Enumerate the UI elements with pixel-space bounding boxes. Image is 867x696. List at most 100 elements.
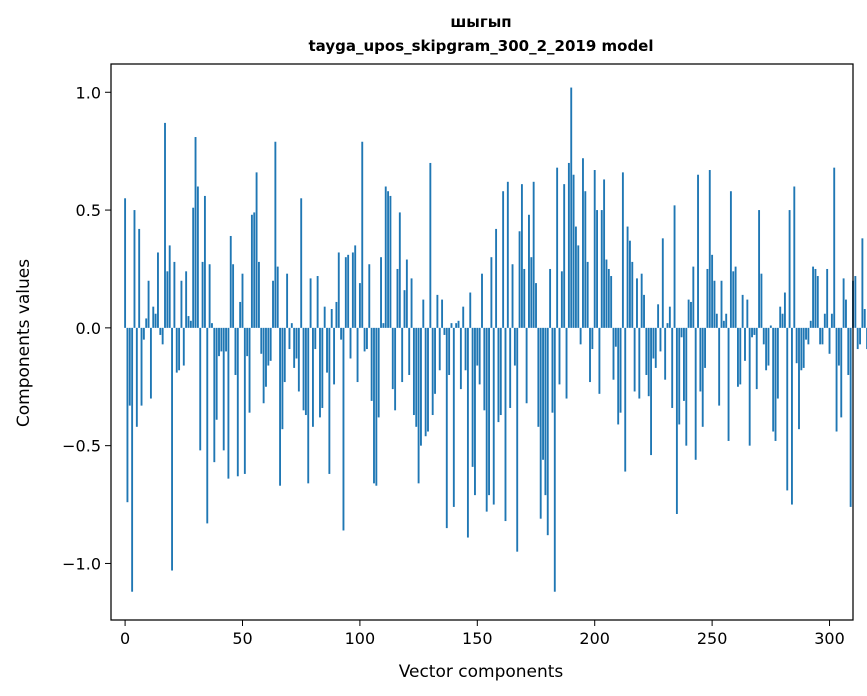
bar-295 [816, 276, 819, 328]
bar-178 [542, 327, 544, 460]
bar-153 [483, 327, 486, 411]
bar-266 [748, 327, 751, 446]
bar-209 [614, 327, 617, 347]
bar-224 [650, 327, 652, 456]
bar-136 [443, 327, 446, 335]
bar-66 [279, 327, 281, 486]
bar-63 [272, 280, 274, 328]
bar-10 [147, 280, 150, 328]
bar-313 [859, 327, 861, 345]
bar-175 [535, 283, 537, 328]
bar-130 [429, 162, 432, 328]
bar-64 [274, 141, 277, 328]
bar-189 [567, 162, 570, 328]
bar-303 [835, 327, 838, 432]
bar-15 [159, 327, 162, 335]
bar-72 [293, 327, 296, 368]
bar-182 [551, 327, 554, 413]
bar-150 [476, 327, 479, 366]
bar-161 [502, 191, 505, 328]
bar-203 [600, 210, 603, 328]
bar-134 [438, 327, 441, 371]
bar-41 [220, 327, 223, 352]
bar-107 [375, 327, 378, 486]
bar-14 [157, 252, 159, 328]
bar-104 [368, 264, 371, 328]
bar-301 [830, 313, 833, 328]
bar-286 [795, 327, 798, 364]
bar-29 [192, 207, 195, 328]
bar-257 [727, 327, 730, 441]
bar-162 [504, 327, 507, 522]
y-tick-label: −0.5 [62, 437, 101, 456]
bar-227 [657, 304, 660, 328]
bar-93 [342, 327, 345, 531]
bar-54 [250, 214, 253, 328]
bar-16 [161, 327, 164, 345]
bar-187 [563, 184, 566, 328]
bar-51 [243, 327, 246, 474]
x-tick-label: 250 [697, 629, 728, 648]
bar-198 [589, 327, 591, 383]
bar-245 [699, 327, 702, 392]
bar-239 [685, 327, 688, 446]
bar-185 [558, 327, 561, 385]
axes-group: 0 50 100 150 200 250 300 −1.0 −0.5 0.0 0.5 1.0 [62, 63, 854, 648]
bar-311 [854, 276, 857, 328]
bar-13 [154, 313, 157, 328]
bar-226 [654, 327, 657, 368]
bar-118 [401, 327, 404, 383]
bar-160 [499, 327, 502, 416]
bar-22 [175, 327, 178, 373]
bar-97 [351, 252, 354, 328]
bar-115 [394, 327, 397, 411]
bar-208 [612, 327, 615, 380]
chart-title-model: tayga_upos_skipgram_300_2_2019 model [309, 37, 654, 55]
bar-277 [774, 327, 777, 441]
bar-276 [772, 327, 775, 432]
bar-99 [356, 327, 359, 383]
bar-251 [713, 280, 716, 328]
bar-90 [335, 301, 338, 328]
bar-158 [495, 228, 498, 328]
bar-92 [340, 327, 343, 340]
bar-210 [617, 327, 620, 425]
bar-139 [450, 323, 453, 328]
bar-19 [168, 245, 171, 328]
bar-284 [791, 327, 793, 505]
bar-240 [687, 299, 690, 328]
bar-219 [638, 327, 641, 399]
bar-172 [528, 214, 530, 328]
y-tick-label: 1.0 [76, 83, 101, 102]
bar-9 [145, 318, 148, 328]
bar-116 [396, 268, 399, 328]
bar-190 [570, 87, 573, 328]
bar-77 [304, 327, 307, 416]
bar-98 [354, 245, 357, 328]
bar-61 [267, 327, 270, 366]
bar-314 [861, 238, 864, 328]
y-tick-label: −1.0 [62, 554, 101, 573]
bar-291 [807, 327, 810, 345]
bar-102 [363, 327, 366, 352]
bar-43 [225, 327, 227, 352]
bar-312 [856, 327, 859, 350]
bar-65 [276, 266, 279, 328]
bar-215 [628, 240, 631, 328]
bar-315 [863, 309, 866, 328]
bar-109 [380, 257, 382, 328]
bar-35 [206, 327, 209, 524]
bar-76 [302, 327, 305, 411]
bar-292 [809, 320, 812, 328]
bar-155 [488, 327, 490, 496]
bar-87 [328, 327, 331, 474]
bar-30 [194, 137, 197, 328]
bar-249 [708, 170, 711, 328]
bar-300 [828, 327, 831, 354]
bar-222 [645, 327, 648, 375]
bar-241 [690, 301, 692, 328]
bar-244 [697, 174, 699, 328]
bar-274 [767, 327, 770, 366]
bar-142 [457, 320, 460, 328]
bar-201 [596, 210, 598, 328]
